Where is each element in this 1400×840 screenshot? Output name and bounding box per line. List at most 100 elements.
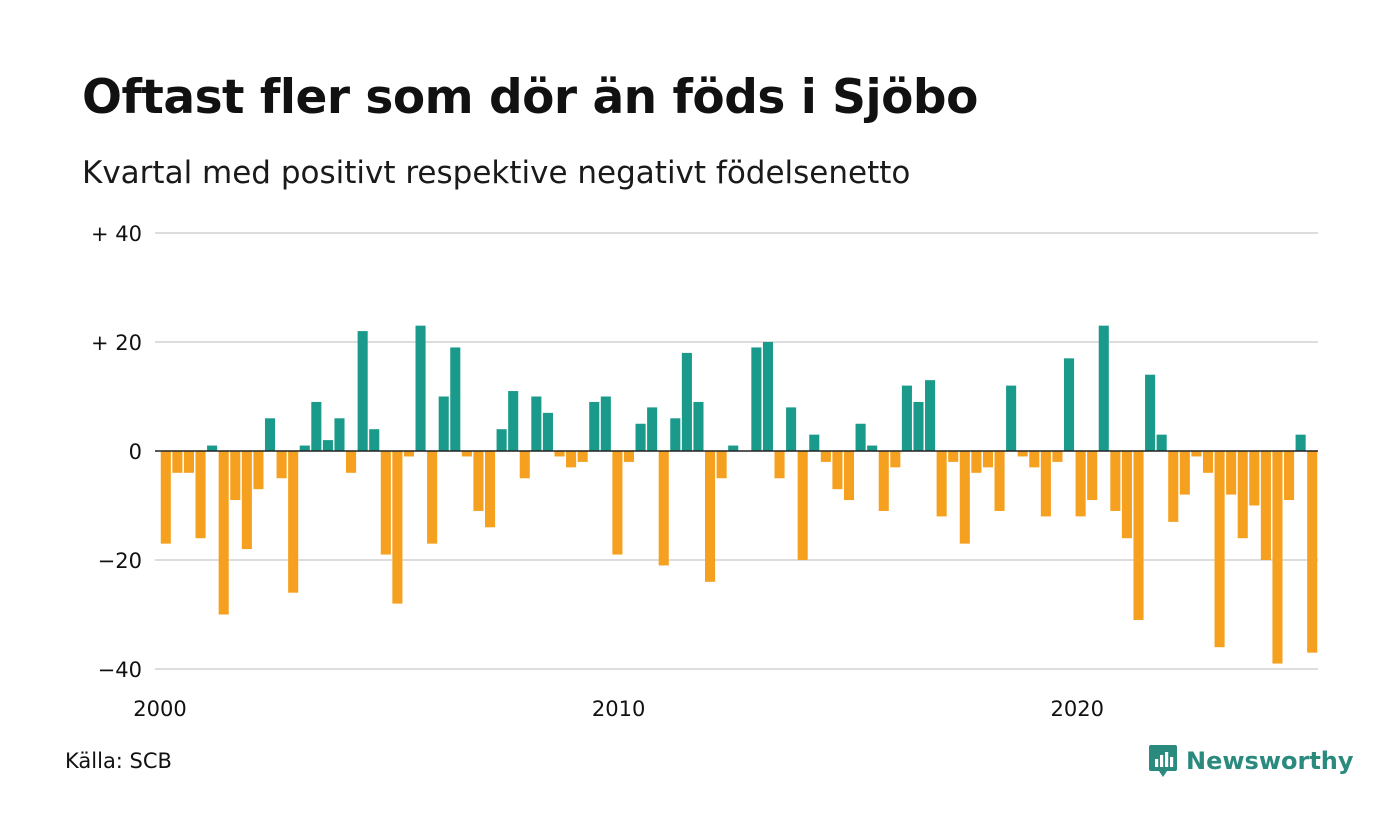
bar-negative: [658, 451, 669, 566]
bar-negative: [253, 451, 264, 490]
bar-positive: [635, 423, 646, 451]
bar-negative: [241, 451, 252, 550]
bar-negative: [797, 451, 808, 560]
bar-negative: [484, 451, 496, 528]
bar-negative: [230, 451, 241, 501]
bar-negative: [218, 451, 229, 615]
bar-negative: [878, 451, 889, 511]
bar-positive: [369, 429, 380, 451]
y-tick-label: + 40: [91, 222, 142, 246]
bar-negative: [1307, 451, 1318, 653]
bar-negative: [832, 451, 843, 490]
bar-negative: [577, 451, 588, 462]
bar-negative: [1087, 451, 1098, 501]
bar-negative: [948, 451, 959, 462]
bar-negative: [1260, 451, 1271, 560]
bar-positive: [542, 412, 553, 451]
bar-positive: [670, 418, 681, 451]
bar-negative: [1017, 451, 1028, 457]
bar-negative: [519, 451, 530, 479]
bar-negative: [774, 451, 785, 479]
chart-title: Oftast fler som dör än föds i Sjöbo: [82, 70, 978, 125]
bar-positive: [496, 429, 507, 451]
y-tick-label: −40: [98, 658, 142, 682]
bar-negative: [554, 451, 565, 457]
bar-positive: [728, 445, 739, 451]
brand-logo[interactable]: Newsworthy: [1148, 743, 1354, 779]
chart-subtitle: Kvartal med positivt respektive negativt…: [82, 155, 911, 191]
bar-positive: [1063, 358, 1075, 451]
bar-negative: [994, 451, 1005, 511]
bar-negative: [1040, 451, 1051, 517]
bar-positive: [450, 347, 461, 451]
y-tick-label: 0: [129, 440, 142, 464]
bar-negative: [890, 451, 901, 468]
bar-positive: [647, 407, 658, 451]
bar-negative: [612, 451, 623, 555]
bar-negative: [959, 451, 970, 544]
bar-negative: [346, 451, 357, 473]
bar-positive: [925, 380, 936, 451]
bar-negative: [1110, 451, 1121, 511]
bar-positive: [299, 445, 310, 451]
bar-negative: [1121, 451, 1132, 539]
bar-negative: [403, 451, 415, 457]
y-axis-labels: + 40 + 20 0 −20 −40: [91, 222, 142, 682]
bar-negative: [843, 451, 855, 501]
bar-positive: [751, 347, 762, 451]
bar-negative: [1214, 451, 1225, 648]
bar-positive: [600, 396, 611, 451]
x-tick-label: 2020: [1051, 697, 1104, 721]
bar-negative: [1029, 451, 1040, 468]
bar-positive: [1145, 374, 1156, 451]
bar-positive: [809, 434, 820, 451]
x-axis-labels: 2000 2010 2020: [133, 697, 1104, 721]
bar-negative: [1226, 451, 1237, 495]
bar-negative: [183, 451, 194, 473]
bar-positive: [589, 401, 600, 451]
bar-negative: [473, 451, 484, 511]
bar-negative: [1179, 451, 1190, 495]
bar-series: [160, 325, 1318, 664]
bar-negative: [971, 451, 982, 473]
bar-negative: [1237, 451, 1248, 539]
y-tick-label: −20: [98, 549, 142, 573]
bar-negative: [623, 451, 635, 462]
source-note: Källa: SCB: [65, 749, 172, 773]
bar-negative: [1075, 451, 1086, 517]
bar-positive: [867, 445, 878, 451]
bar-negative: [566, 451, 577, 468]
bar-negative: [195, 451, 206, 539]
bar-negative: [1202, 451, 1214, 473]
y-tick-label: + 20: [91, 331, 142, 355]
bar-positive: [508, 391, 519, 451]
bar-positive: [1098, 325, 1109, 451]
bar-negative: [705, 451, 716, 582]
bar-negative: [936, 451, 947, 517]
bar-positive: [438, 396, 449, 451]
bar-negative: [160, 451, 171, 544]
newsworthy-logo-icon: [1149, 745, 1177, 777]
bar-positive: [1295, 434, 1306, 451]
brand-name: Newsworthy: [1186, 747, 1354, 775]
grid-lines: [155, 232, 1318, 670]
bar-negative: [1191, 451, 1202, 457]
bar-positive: [1006, 385, 1017, 451]
bar-negative: [716, 451, 727, 479]
bar-negative: [276, 451, 287, 479]
bar-positive: [357, 331, 368, 451]
bar-positive: [264, 418, 276, 451]
bar-negative: [982, 451, 994, 468]
bar-positive: [913, 401, 924, 451]
bar-negative: [427, 451, 438, 544]
bar-negative: [1272, 451, 1283, 664]
bar-negative: [1052, 451, 1063, 462]
x-tick-label: 2010: [592, 697, 645, 721]
bar-positive: [334, 418, 345, 451]
bar-positive: [693, 401, 704, 451]
bar-positive: [855, 423, 866, 451]
bar-positive: [1156, 434, 1167, 451]
bar-positive: [322, 440, 333, 451]
bar-negative: [820, 451, 831, 462]
